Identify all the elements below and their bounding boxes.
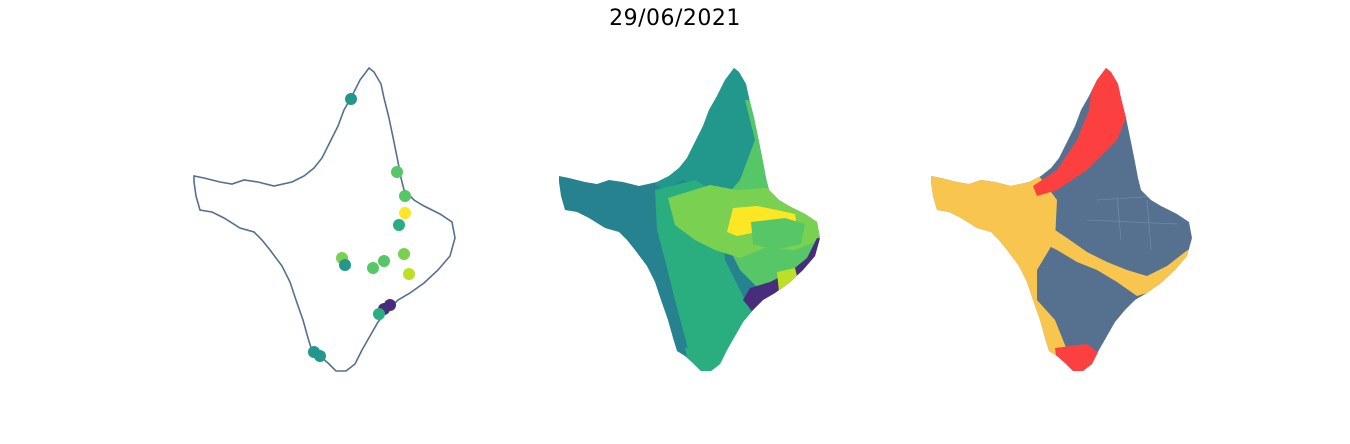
station-point xyxy=(399,207,411,219)
station-point xyxy=(345,93,357,105)
station-point xyxy=(339,259,351,271)
region-slate xyxy=(931,68,1192,371)
station-point xyxy=(314,350,326,362)
station-point xyxy=(378,255,390,267)
region-south-red xyxy=(1055,344,1103,371)
station-point xyxy=(367,262,379,274)
state-outline xyxy=(193,67,456,372)
station-point xyxy=(403,268,415,280)
station-point xyxy=(398,248,410,260)
panel-category-choropleth xyxy=(931,68,1192,371)
region-north-red xyxy=(1033,68,1129,196)
panel-station-points xyxy=(193,67,456,372)
stations-layer xyxy=(308,93,415,362)
panel-viridis-choropleth xyxy=(559,68,820,371)
region-center-green xyxy=(751,218,805,250)
station-point xyxy=(391,166,403,178)
region-yellowgreen xyxy=(777,268,799,296)
region-gold-corridor xyxy=(1037,226,1192,296)
figure-title: 29/06/2021 xyxy=(609,6,741,31)
station-point xyxy=(373,308,385,320)
station-point xyxy=(393,219,405,231)
station-point xyxy=(399,190,411,202)
